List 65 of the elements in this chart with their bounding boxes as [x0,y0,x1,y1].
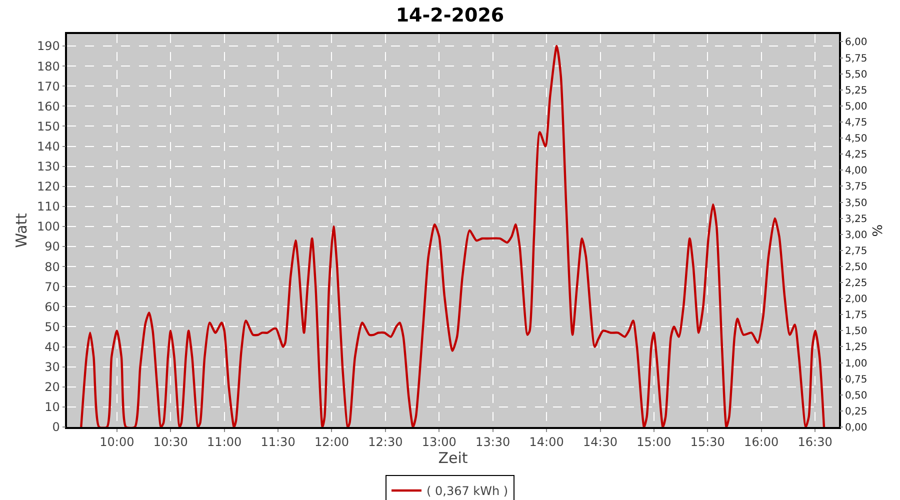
y2-tick-label: 1,25 [845,342,868,354]
y-tick-label: 100 [36,220,60,234]
y2-tick-label: 3,25 [845,214,868,225]
y-tick-label: 90 [44,240,60,254]
x-tick-label: 12:00 [314,435,350,450]
x-axis-title: Zeit [438,449,468,468]
x-tick-label: 10:30 [153,435,188,450]
chart-title: 14-2-2026 [396,4,504,27]
x-tick-label: 16:00 [744,435,779,450]
x-tick-label: 11:00 [207,435,242,450]
y2-tick-label: 1,75 [845,310,868,322]
y-tick-label: 120 [36,180,60,194]
y-tick-label: 150 [36,119,60,134]
y-axis-title: Watt [12,212,31,248]
y2-tick-label: 6,00 [845,37,868,48]
y-tick-label: 10 [44,400,60,414]
y-tick-label: 80 [44,260,60,274]
y2-tick-label: 0,00 [845,422,868,434]
x-tick-label: 13:30 [476,435,510,450]
x-tick-label: 12:30 [368,435,403,450]
y-tick-label: 160 [36,99,60,114]
y2-tick-label: 2,25 [845,278,868,290]
y2-tick-label: 2,50 [845,262,868,273]
y-tick-label: 50 [44,320,60,334]
y-tick-label: 180 [36,59,60,74]
y2-tick-label: 0,50 [845,390,868,402]
y-tick-label: 130 [36,160,60,174]
y-tick-label: 170 [36,79,60,94]
y2-tick-label: 4,25 [845,150,868,161]
y2-tick-label: 4,50 [845,134,868,145]
y2-tick-label: 5,25 [845,85,868,96]
y2-tick-label: 4,00 [845,166,868,177]
x-tick-label: 14:00 [529,435,564,450]
y-tick-label: 140 [36,139,60,154]
x-tick-label: 14:30 [582,435,618,450]
y-tick-label: 70 [44,280,60,294]
y-tick-label: 190 [36,39,60,54]
y-tick-label: 40 [44,340,60,354]
y2-tick-label: 5,00 [845,101,868,112]
legend-label: ( 0,367 kWh ) [426,484,508,498]
y2-tick-label: 1,50 [845,326,868,338]
x-tick-label: 13:00 [422,435,456,450]
x-tick-label: 11:30 [260,435,296,450]
y-tick-label: 110 [36,200,60,214]
x-tick-label: 10:00 [100,435,134,450]
y2-axis-title: % [870,224,886,237]
y2-tick-label: 1,00 [845,358,868,370]
y-tick-label: 20 [44,380,60,394]
y2-tick-label: 2,75 [845,246,868,257]
y2-tick-label: 3,00 [845,230,868,241]
y2-tick-label: 5,75 [845,53,868,64]
x-tick-label: 16:30 [798,435,832,450]
x-tick-label: 15:00 [636,435,672,450]
y-tick-label: 0 [52,420,60,434]
y2-tick-label: 3,50 [845,198,868,209]
y2-tick-label: 2,00 [845,294,868,306]
y2-tick-label: 3,75 [845,182,868,193]
y2-tick-label: 5,50 [845,69,868,80]
line-series [80,44,826,427]
x-tick-label: 15:30 [690,435,725,450]
y2-tick-label: 4,75 [845,117,868,128]
y2-tick-label: 0,25 [845,406,868,418]
y-tick-label: 30 [44,360,60,374]
y2-tick-label: 0,75 [845,374,868,386]
y-tick-label: 60 [44,300,60,314]
